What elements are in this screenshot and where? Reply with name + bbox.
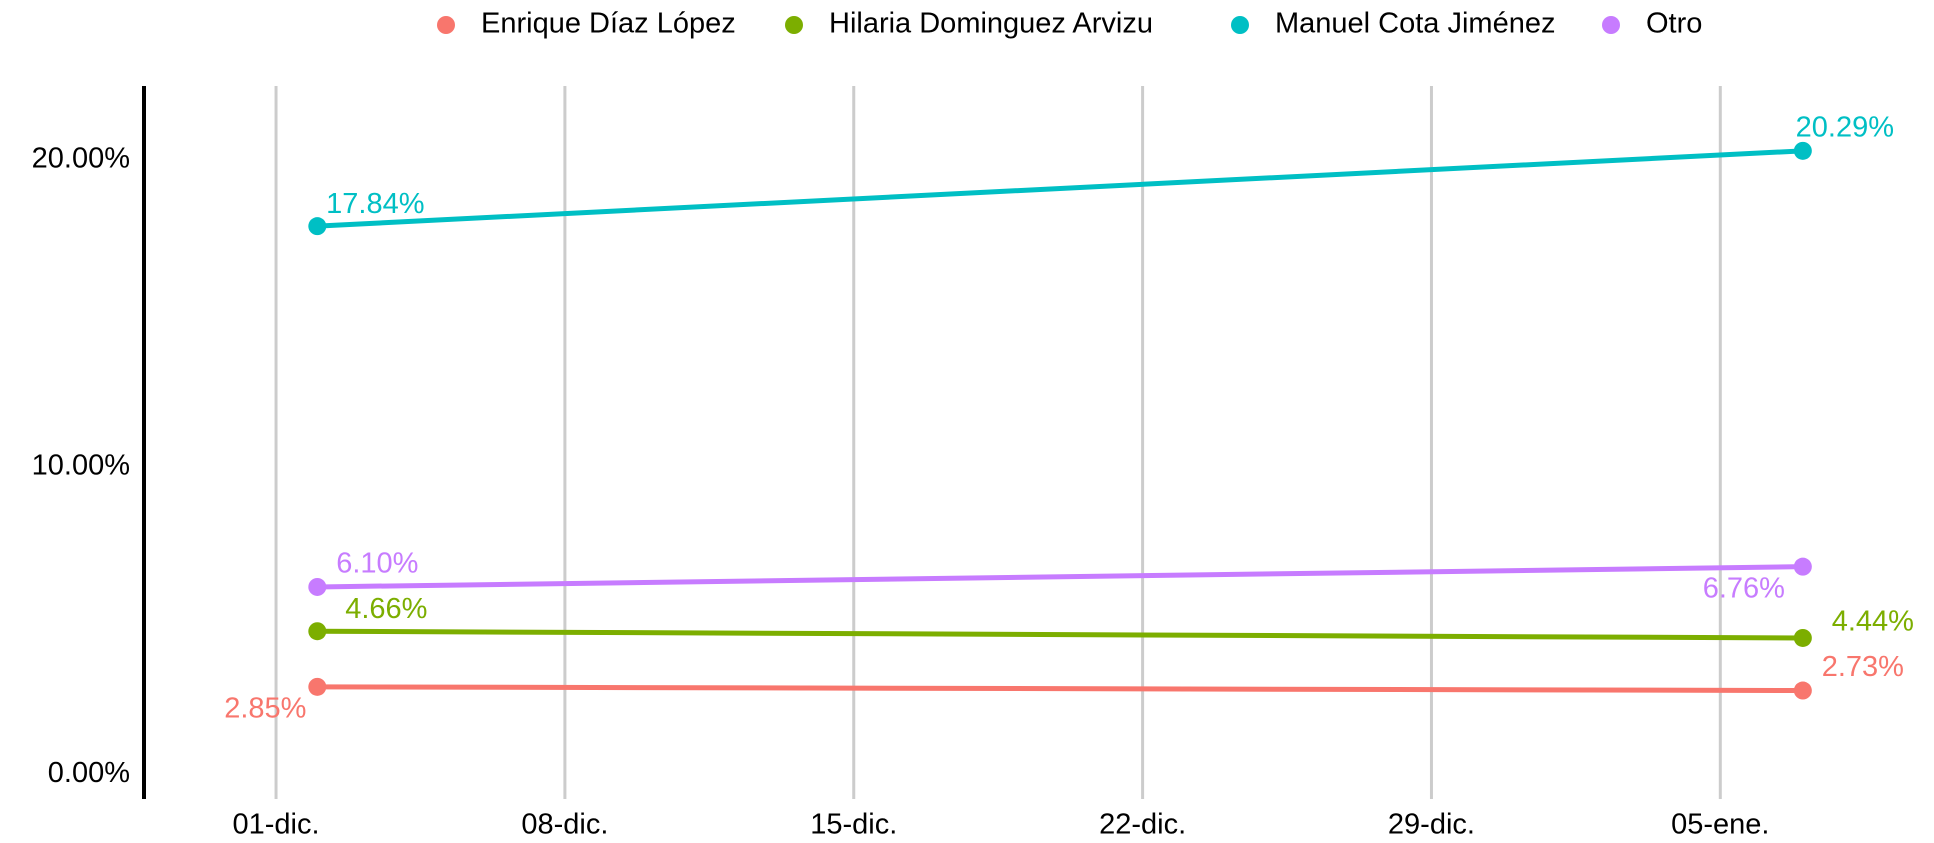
x-tick-label: 22-dic.	[1099, 809, 1186, 841]
x-tick-label: 01-dic.	[233, 809, 320, 841]
line	[317, 148, 1803, 229]
data-label: 6.10%	[336, 548, 418, 580]
line	[317, 564, 1803, 590]
legend-label: Manuel Cota Jiménez	[1275, 8, 1555, 40]
point	[308, 577, 327, 596]
x-tick-label: 08-dic.	[521, 809, 608, 841]
line	[317, 628, 1803, 641]
point	[1793, 628, 1812, 647]
data-label: 2.73%	[1822, 651, 1904, 683]
legend-marker	[437, 16, 455, 34]
point	[1793, 681, 1812, 700]
legend-label: Otro	[1646, 8, 1702, 40]
legend-marker	[785, 16, 803, 34]
point	[1793, 557, 1812, 576]
line	[317, 684, 1803, 694]
point	[1793, 141, 1812, 160]
y-tick-label: 0.00%	[48, 757, 130, 789]
x-tick-label: 15-dic.	[810, 809, 897, 841]
legend-marker	[1602, 16, 1620, 34]
data-label: 4.44%	[1832, 606, 1914, 638]
point	[308, 217, 327, 236]
legend-marker	[1231, 16, 1249, 34]
data-label: 2.85%	[224, 692, 306, 724]
data-label: 17.84%	[326, 188, 424, 220]
data-label: 4.66%	[345, 593, 427, 625]
data-label: 20.29%	[1796, 112, 1894, 144]
point	[308, 677, 327, 696]
x-tick-label: 29-dic.	[1388, 809, 1475, 841]
point	[308, 622, 327, 641]
legend-label: Enrique Díaz López	[481, 8, 736, 40]
legend-label: Hilaria Dominguez Arvizu	[829, 8, 1153, 40]
x-tick-label: 05-ene.	[1671, 809, 1769, 841]
y-tick-label: 10.00%	[32, 450, 130, 482]
data-label: 6.76%	[1703, 572, 1785, 604]
y-tick-label: 20.00%	[32, 142, 130, 174]
